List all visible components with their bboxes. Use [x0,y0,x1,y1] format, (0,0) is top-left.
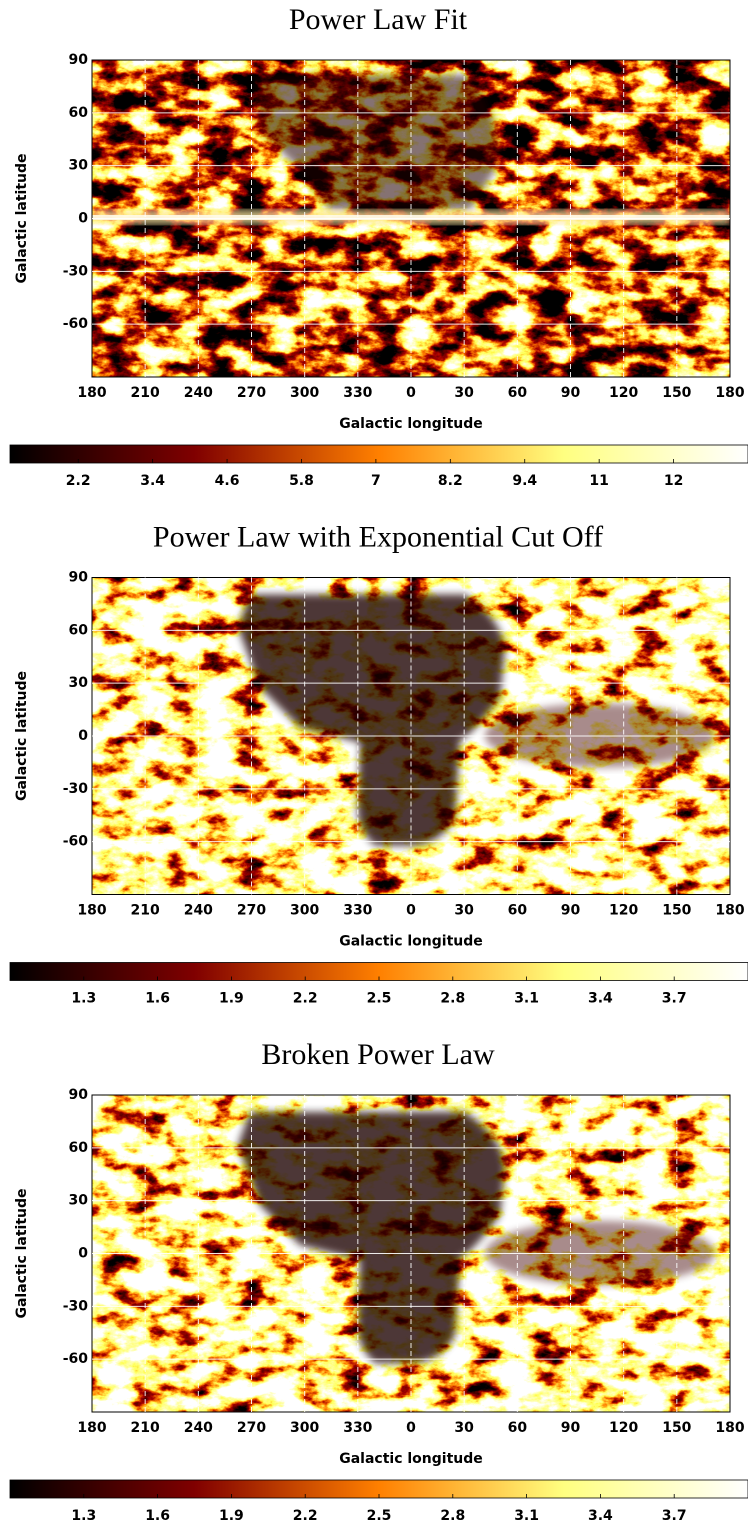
plane-core [92,215,730,220]
x-tick-label: 150 [662,1420,691,1436]
chart-title: Power Law with Exponential Cut Off [153,520,603,553]
colorbar-tick-label: 2.2 [293,1508,318,1524]
x-tick-label: 0 [406,903,416,919]
x-tick-label: 150 [662,385,691,401]
colorbar-tick-label: 4.6 [215,473,240,489]
x-tick-label: 270 [237,1420,266,1436]
x-tick-label: 0 [406,385,416,401]
colorbar-tick-label: 5.8 [289,473,314,489]
x-tick-label: 330 [343,385,372,401]
x-tick-label: 270 [237,385,266,401]
y-tick-label: 0 [78,1246,88,1262]
colorbar-tick-label: 2.2 [293,991,318,1007]
x-tick-label: 180 [77,385,106,401]
colorbar-tick-label: 3.1 [514,991,539,1007]
x-tick-label: 120 [609,1420,638,1436]
y-tick-label: -30 [63,1298,89,1314]
x-tick-label: 90 [561,385,581,401]
x-tick-label: 300 [290,903,319,919]
x-tick-label: 300 [290,385,319,401]
y-tick-label: 90 [69,1087,89,1103]
colorbar-tick-label: 2.2 [66,473,91,489]
x-tick-label: 150 [662,903,691,919]
x-tick-label: 180 [715,1420,744,1436]
colorbar-tick-label: 7 [371,473,381,489]
x-tick-label: 60 [508,385,528,401]
x-tick-label: 90 [561,903,581,919]
x-tick-label: 240 [184,1420,213,1436]
x-tick-label: 210 [131,903,160,919]
y-tick-label: 30 [69,1193,89,1209]
dark-region [238,1112,505,1363]
colorbar-tick-label: 12 [664,473,683,489]
colorbar-tick-label: 3.7 [662,991,687,1007]
x-axis-label: Galactic longitude [339,1451,483,1467]
y-tick-label: 0 [78,211,88,227]
x-tick-label: 180 [715,385,744,401]
colorbar-tick-label: 1.9 [219,991,244,1007]
y-tick-label: 90 [69,570,89,586]
x-tick-label: 0 [406,1420,416,1436]
x-tick-label: 30 [454,1420,474,1436]
y-tick-label: 60 [69,105,89,121]
y-axis-label: Galactic latitude [14,671,30,801]
x-tick-label: 300 [290,1420,319,1436]
colorbar-tick-label: 1.9 [219,1508,244,1524]
colorbar-tick-label: 1.3 [71,991,96,1007]
x-tick-label: 330 [343,1420,372,1436]
y-axis-label: Galactic latitude [14,1188,30,1318]
y-tick-label: 60 [69,1140,89,1156]
colorbar-tick-label: 9.4 [512,473,537,489]
x-tick-label: 180 [715,903,744,919]
colorbar-tick-label: 1.6 [145,991,170,1007]
x-tick-label: 30 [454,903,474,919]
x-tick-label: 120 [609,385,638,401]
y-tick-label: -30 [63,263,89,279]
y-tick-label: 30 [69,675,89,691]
colorbar-tick-label: 1.6 [145,1508,170,1524]
colorbar-tick-label: 2.8 [440,991,465,1007]
x-tick-label: 210 [131,385,160,401]
x-tick-label: 270 [237,903,266,919]
colorbar-tick-label: 3.4 [588,991,613,1007]
colorbar-tick-label: 3.7 [662,1508,687,1524]
x-tick-label: 330 [343,903,372,919]
chart-title: Power Law Fit [289,3,468,36]
y-axis-label: Galactic latitude [14,153,30,283]
y-tick-label: 60 [69,622,89,638]
colorbar-tick-label: 2.5 [367,991,392,1007]
y-tick-label: -60 [63,834,89,850]
x-tick-label: 210 [131,1420,160,1436]
colorbar-tick-label: 11 [589,473,608,489]
y-tick-label: -60 [63,316,89,332]
x-tick-label: 240 [184,385,213,401]
x-tick-label: 60 [508,903,528,919]
x-axis-label: Galactic longitude [339,416,483,432]
colorbar-tick-label: 1.3 [71,1508,96,1524]
colorbar-tick-label: 2.5 [367,1508,392,1524]
x-tick-label: 90 [561,1420,581,1436]
dark-region [255,75,498,210]
y-tick-label: -30 [63,781,89,797]
x-tick-label: 120 [609,903,638,919]
chart-title: Broken Power Law [261,1038,495,1071]
colorbar-tick-label: 3.4 [588,1508,613,1524]
colorbar-tick-label: 8.2 [438,473,463,489]
colorbar [9,444,748,464]
y-tick-label: 30 [69,158,89,174]
x-tick-label: 60 [508,1420,528,1436]
colorbar-tick-label: 2.8 [440,1508,465,1524]
colorbar-tick-label: 3.1 [514,1508,539,1524]
dark-region [238,594,505,846]
y-tick-label: 90 [69,52,89,68]
x-tick-label: 240 [184,903,213,919]
x-tick-label: 180 [77,903,106,919]
y-tick-label: -60 [63,1351,89,1367]
colorbar-tick-label: 3.4 [140,473,165,489]
x-tick-label: 180 [77,1420,106,1436]
x-tick-label: 30 [454,385,474,401]
y-tick-label: 0 [78,728,88,744]
x-axis-label: Galactic longitude [339,934,483,950]
